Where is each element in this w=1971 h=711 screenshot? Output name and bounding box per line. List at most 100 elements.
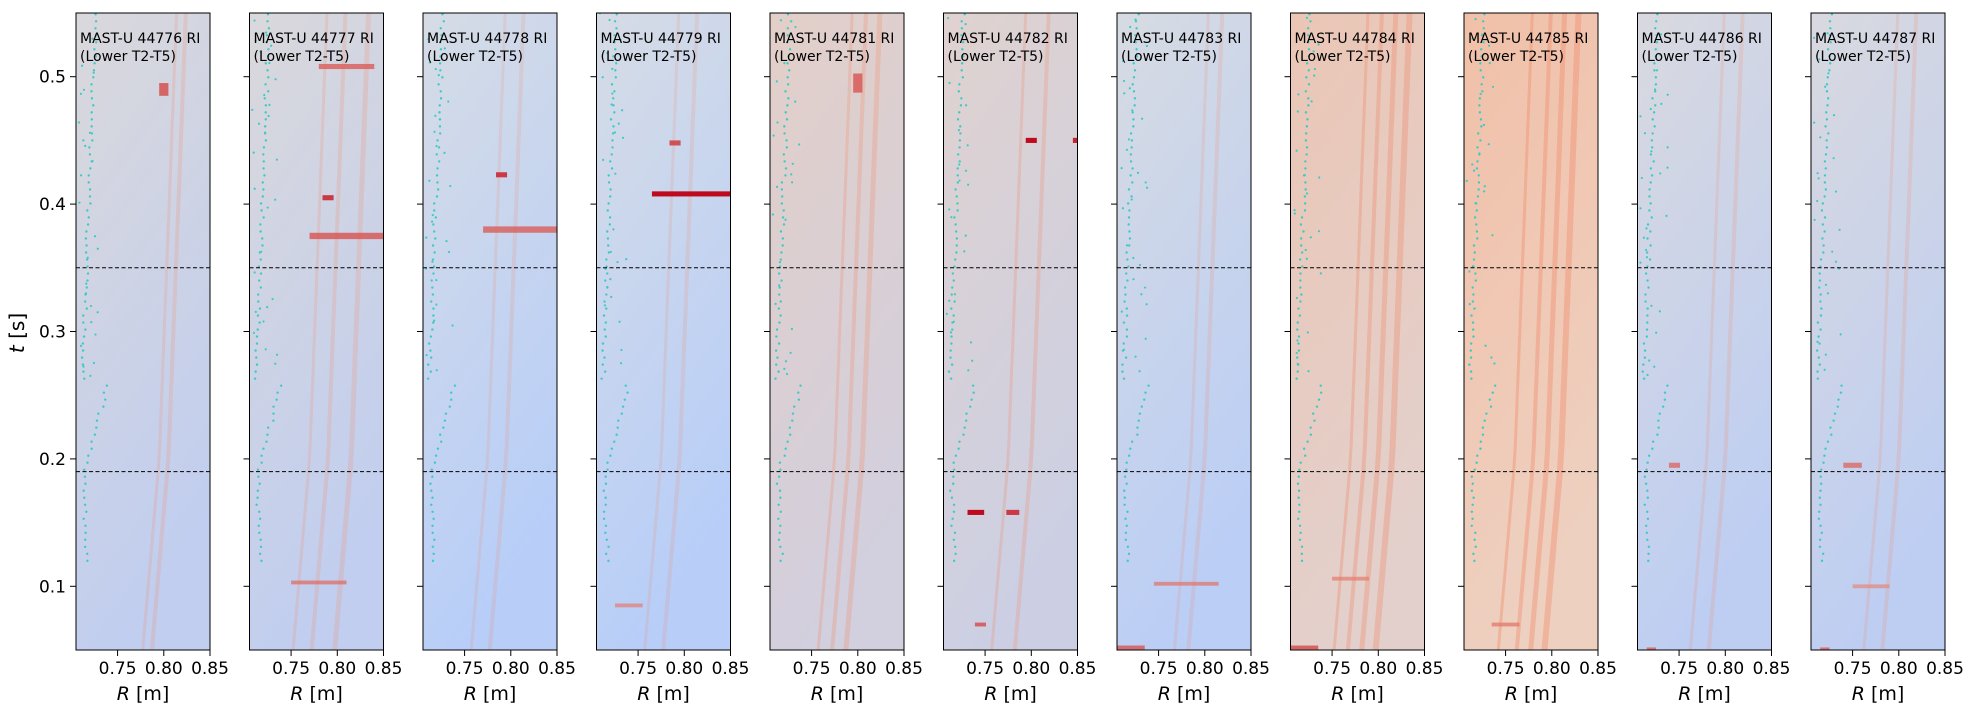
strike-marker: [619, 362, 623, 365]
heat-spot: [1668, 462, 1681, 468]
strike-marker: [438, 132, 442, 135]
heat-streak: [843, 13, 883, 650]
strike-marker: [1475, 209, 1478, 212]
strike-marker: [432, 272, 435, 275]
strike-marker: [1297, 517, 1300, 520]
strike-marker: [789, 351, 792, 354]
strike-marker: [1655, 41, 1659, 44]
strike-marker: [1305, 153, 1308, 156]
heatmap-layer: [1813, 13, 1919, 650]
strike-marker: [778, 286, 781, 289]
strike-marker: [784, 111, 787, 114]
strike-marker: [606, 230, 609, 233]
strike-marker: [90, 132, 94, 135]
strike-marker: [612, 104, 615, 107]
strike-marker: [1821, 202, 1825, 205]
strike-marker: [789, 20, 793, 23]
strike-marker: [1639, 207, 1642, 210]
strike-marker: [82, 321, 85, 324]
strike-point-markers: [771, 13, 802, 563]
strike-marker: [1304, 188, 1307, 191]
strike-marker: [775, 328, 779, 331]
strike-marker: [1485, 412, 1488, 415]
strike-marker: [90, 447, 93, 450]
strike-marker: [948, 299, 951, 302]
strike-marker: [615, 433, 618, 436]
heat-spot: [159, 83, 169, 96]
strike-marker: [787, 55, 790, 58]
x-axis-label: R [m]: [290, 683, 343, 705]
strike-marker: [786, 76, 789, 79]
strike-marker: [786, 34, 789, 37]
strike-marker: [1666, 146, 1669, 149]
strike-marker: [439, 27, 442, 30]
heatmap-layer: [77, 13, 188, 650]
strike-marker: [1300, 216, 1304, 219]
strike-marker: [1143, 398, 1146, 401]
strike-marker: [778, 321, 781, 324]
strike-marker: [1124, 517, 1127, 520]
strike-marker: [86, 265, 89, 268]
strike-marker: [1837, 398, 1840, 401]
strike-marker: [604, 552, 608, 556]
strike-marker: [956, 181, 960, 184]
strike-marker: [954, 188, 957, 191]
strike-marker: [785, 139, 788, 142]
strike-marker: [1482, 76, 1485, 79]
strike-marker: [95, 419, 99, 422]
strike-marker: [1319, 384, 1322, 387]
x-tick-label: 0.80: [1359, 659, 1397, 679]
strike-marker: [1317, 43, 1320, 46]
strike-marker: [1826, 97, 1830, 100]
strike-marker: [1130, 198, 1133, 201]
strike-marker: [958, 160, 961, 163]
strike-marker: [266, 426, 270, 429]
strike-marker: [1830, 13, 1834, 16]
heat-streak: [1332, 13, 1370, 650]
strike-marker: [433, 319, 436, 322]
strike-marker: [262, 167, 265, 170]
strike-marker: [1823, 181, 1827, 184]
strike-marker: [79, 174, 83, 177]
strike-marker: [1644, 272, 1648, 275]
strike-marker: [263, 125, 267, 128]
strike-marker: [442, 20, 446, 23]
strike-marker: [428, 179, 431, 182]
strike-marker: [1481, 33, 1484, 36]
heat-spot: [1290, 645, 1319, 650]
strike-marker: [1480, 83, 1483, 86]
strike-marker: [443, 419, 447, 422]
x-tick-label: 0.75: [1660, 659, 1698, 679]
strike-marker: [429, 370, 433, 373]
strike-marker: [258, 279, 261, 282]
strike-marker: [81, 342, 85, 345]
strike-marker: [82, 365, 85, 368]
strike-marker: [1483, 190, 1486, 193]
strike-marker: [786, 13, 790, 16]
strike-marker: [84, 251, 88, 254]
strike-marker: [1130, 440, 1134, 443]
strike-marker: [1123, 496, 1126, 499]
heat-spot: [651, 191, 731, 197]
x-axis-label: R [m]: [811, 683, 864, 705]
strike-marker: [1654, 55, 1658, 58]
strike-marker: [957, 129, 961, 132]
strike-marker: [602, 510, 606, 513]
strike-marker: [783, 454, 786, 457]
strike-marker: [778, 265, 782, 268]
strike-marker: [83, 475, 87, 478]
strike-marker: [437, 146, 441, 149]
strike-marker: [1819, 328, 1822, 331]
strike-marker: [1121, 370, 1124, 373]
strike-marker: [1646, 314, 1649, 317]
strike-marker: [1816, 377, 1820, 380]
strike-marker: [253, 187, 256, 190]
strike-marker: [613, 131, 617, 134]
strike-marker: [970, 398, 973, 401]
strike-marker: [87, 174, 90, 177]
strike-marker: [1474, 279, 1477, 282]
strike-marker: [1838, 228, 1841, 231]
strike-marker: [1297, 307, 1300, 310]
strike-marker: [82, 517, 85, 520]
strike-marker: [779, 19, 783, 22]
